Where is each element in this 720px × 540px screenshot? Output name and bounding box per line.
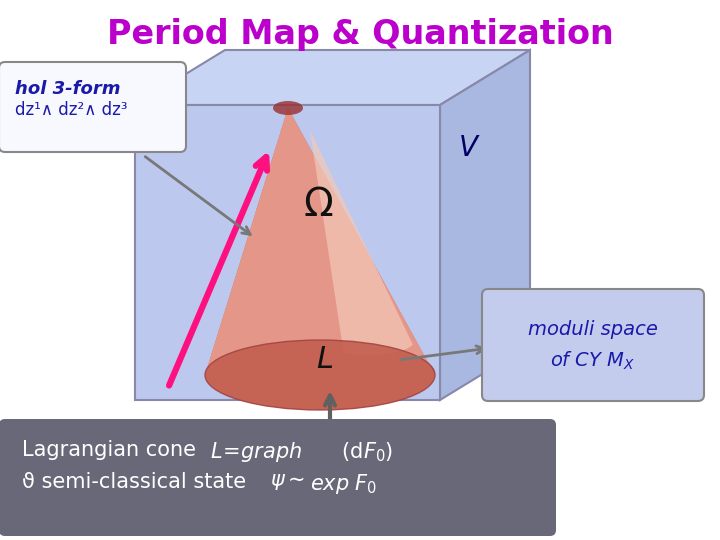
Text: $exp\;F_0$: $exp\;F_0$ [310, 472, 377, 496]
Polygon shape [205, 108, 435, 410]
Text: L: L [317, 346, 333, 375]
FancyBboxPatch shape [482, 289, 704, 401]
FancyBboxPatch shape [0, 419, 556, 536]
Text: Period Map & Quantization: Period Map & Quantization [107, 18, 613, 51]
Text: dz¹∧ dz²∧ dz³: dz¹∧ dz²∧ dz³ [15, 101, 127, 119]
Text: $\psi \sim\;$: $\psi \sim\;$ [270, 472, 305, 492]
Text: of CY M$_X$: of CY M$_X$ [550, 350, 636, 372]
Ellipse shape [205, 340, 435, 410]
Polygon shape [135, 105, 440, 400]
Polygon shape [440, 50, 530, 400]
Text: ϑ semi-classical state: ϑ semi-classical state [22, 472, 259, 492]
Polygon shape [205, 108, 435, 375]
Text: $L\!=\!graph$: $L\!=\!graph$ [210, 440, 302, 464]
Text: (d$F_0$): (d$F_0$) [335, 440, 393, 464]
Text: Ω: Ω [303, 186, 333, 224]
Text: hol 3-form: hol 3-form [15, 80, 120, 98]
Text: Lagrangian cone: Lagrangian cone [22, 440, 210, 460]
Text: moduli space: moduli space [528, 320, 658, 339]
Ellipse shape [273, 101, 303, 115]
Polygon shape [310, 130, 413, 355]
Text: V: V [459, 134, 477, 162]
Polygon shape [135, 50, 530, 105]
FancyBboxPatch shape [0, 62, 186, 152]
